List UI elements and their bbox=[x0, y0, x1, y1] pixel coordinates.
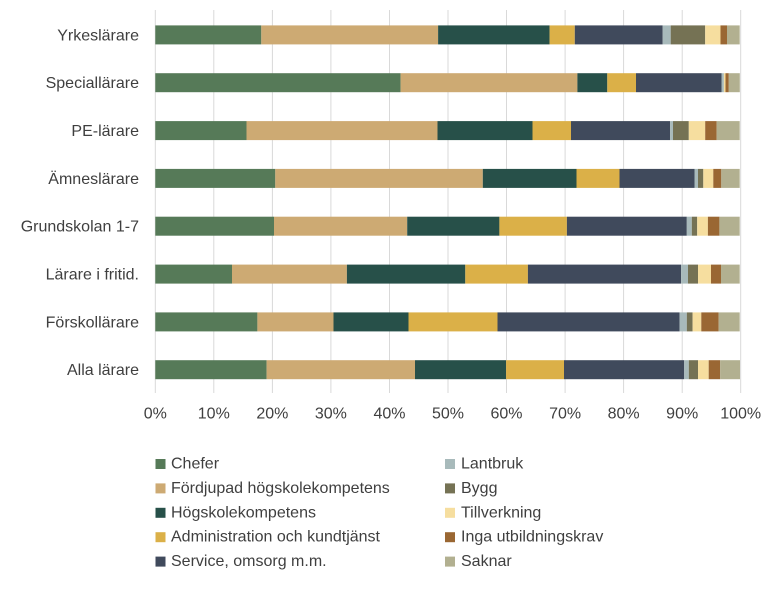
svg-text:40%: 40% bbox=[373, 405, 405, 422]
svg-text:Grundskolan 1-7: Grundskolan 1-7 bbox=[21, 219, 139, 236]
svg-text:Fördjupad högskolekompetens: Fördjupad högskolekompetens bbox=[171, 480, 390, 497]
svg-text:100%: 100% bbox=[720, 405, 761, 422]
svg-text:70%: 70% bbox=[549, 405, 581, 422]
svg-text:PE-lärare: PE-lärare bbox=[71, 123, 139, 140]
svg-text:Chefer: Chefer bbox=[171, 456, 220, 473]
svg-text:30%: 30% bbox=[315, 405, 347, 422]
svg-text:Inga utbildningskrav: Inga utbildningskrav bbox=[461, 529, 603, 546]
svg-text:0%: 0% bbox=[144, 405, 167, 422]
svg-text:Speciallärare: Speciallärare bbox=[46, 75, 139, 92]
svg-text:Lantbruk: Lantbruk bbox=[461, 456, 524, 473]
svg-text:Förskollärare: Förskollärare bbox=[46, 314, 139, 331]
svg-text:Högskolekompetens: Högskolekompetens bbox=[171, 504, 316, 521]
svg-text:Administration och kundtjänst: Administration och kundtjänst bbox=[171, 529, 381, 546]
svg-text:Lärare i fritid.: Lärare i fritid. bbox=[46, 267, 139, 284]
svg-text:50%: 50% bbox=[432, 405, 464, 422]
svg-text:Saknar: Saknar bbox=[461, 553, 512, 570]
svg-text:90%: 90% bbox=[666, 405, 698, 422]
svg-text:20%: 20% bbox=[256, 405, 288, 422]
svg-text:Yrkeslärare: Yrkeslärare bbox=[57, 27, 139, 44]
svg-text:Bygg: Bygg bbox=[461, 480, 497, 497]
svg-text:Tillverkning: Tillverkning bbox=[461, 504, 541, 521]
svg-text:80%: 80% bbox=[608, 405, 640, 422]
svg-text:60%: 60% bbox=[490, 405, 522, 422]
svg-text:Alla lärare: Alla lärare bbox=[67, 362, 139, 379]
svg-text:10%: 10% bbox=[198, 405, 230, 422]
svg-text:Service, omsorg m.m.: Service, omsorg m.m. bbox=[171, 553, 327, 570]
svg-text:Ämneslärare: Ämneslärare bbox=[48, 170, 139, 188]
